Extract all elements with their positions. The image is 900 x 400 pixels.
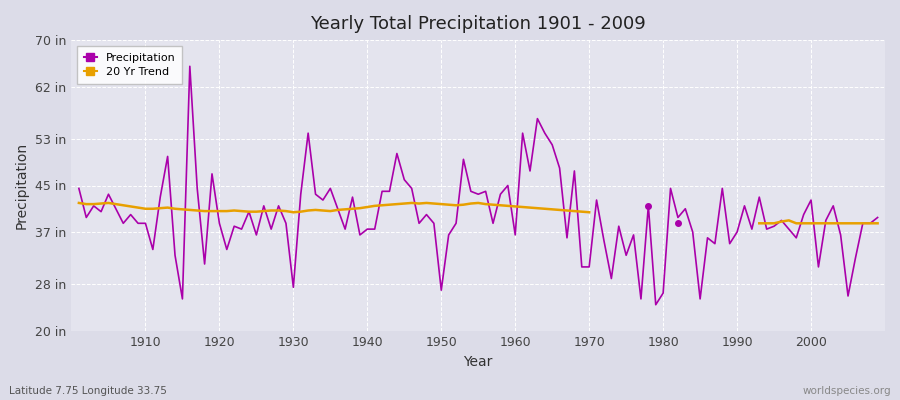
X-axis label: Year: Year xyxy=(464,355,493,369)
Text: worldspecies.org: worldspecies.org xyxy=(803,386,891,396)
Title: Yearly Total Precipitation 1901 - 2009: Yearly Total Precipitation 1901 - 2009 xyxy=(310,15,646,33)
Text: Latitude 7.75 Longitude 33.75: Latitude 7.75 Longitude 33.75 xyxy=(9,386,166,396)
Y-axis label: Precipitation: Precipitation xyxy=(15,142,29,229)
Legend: Precipitation, 20 Yr Trend: Precipitation, 20 Yr Trend xyxy=(77,46,183,84)
